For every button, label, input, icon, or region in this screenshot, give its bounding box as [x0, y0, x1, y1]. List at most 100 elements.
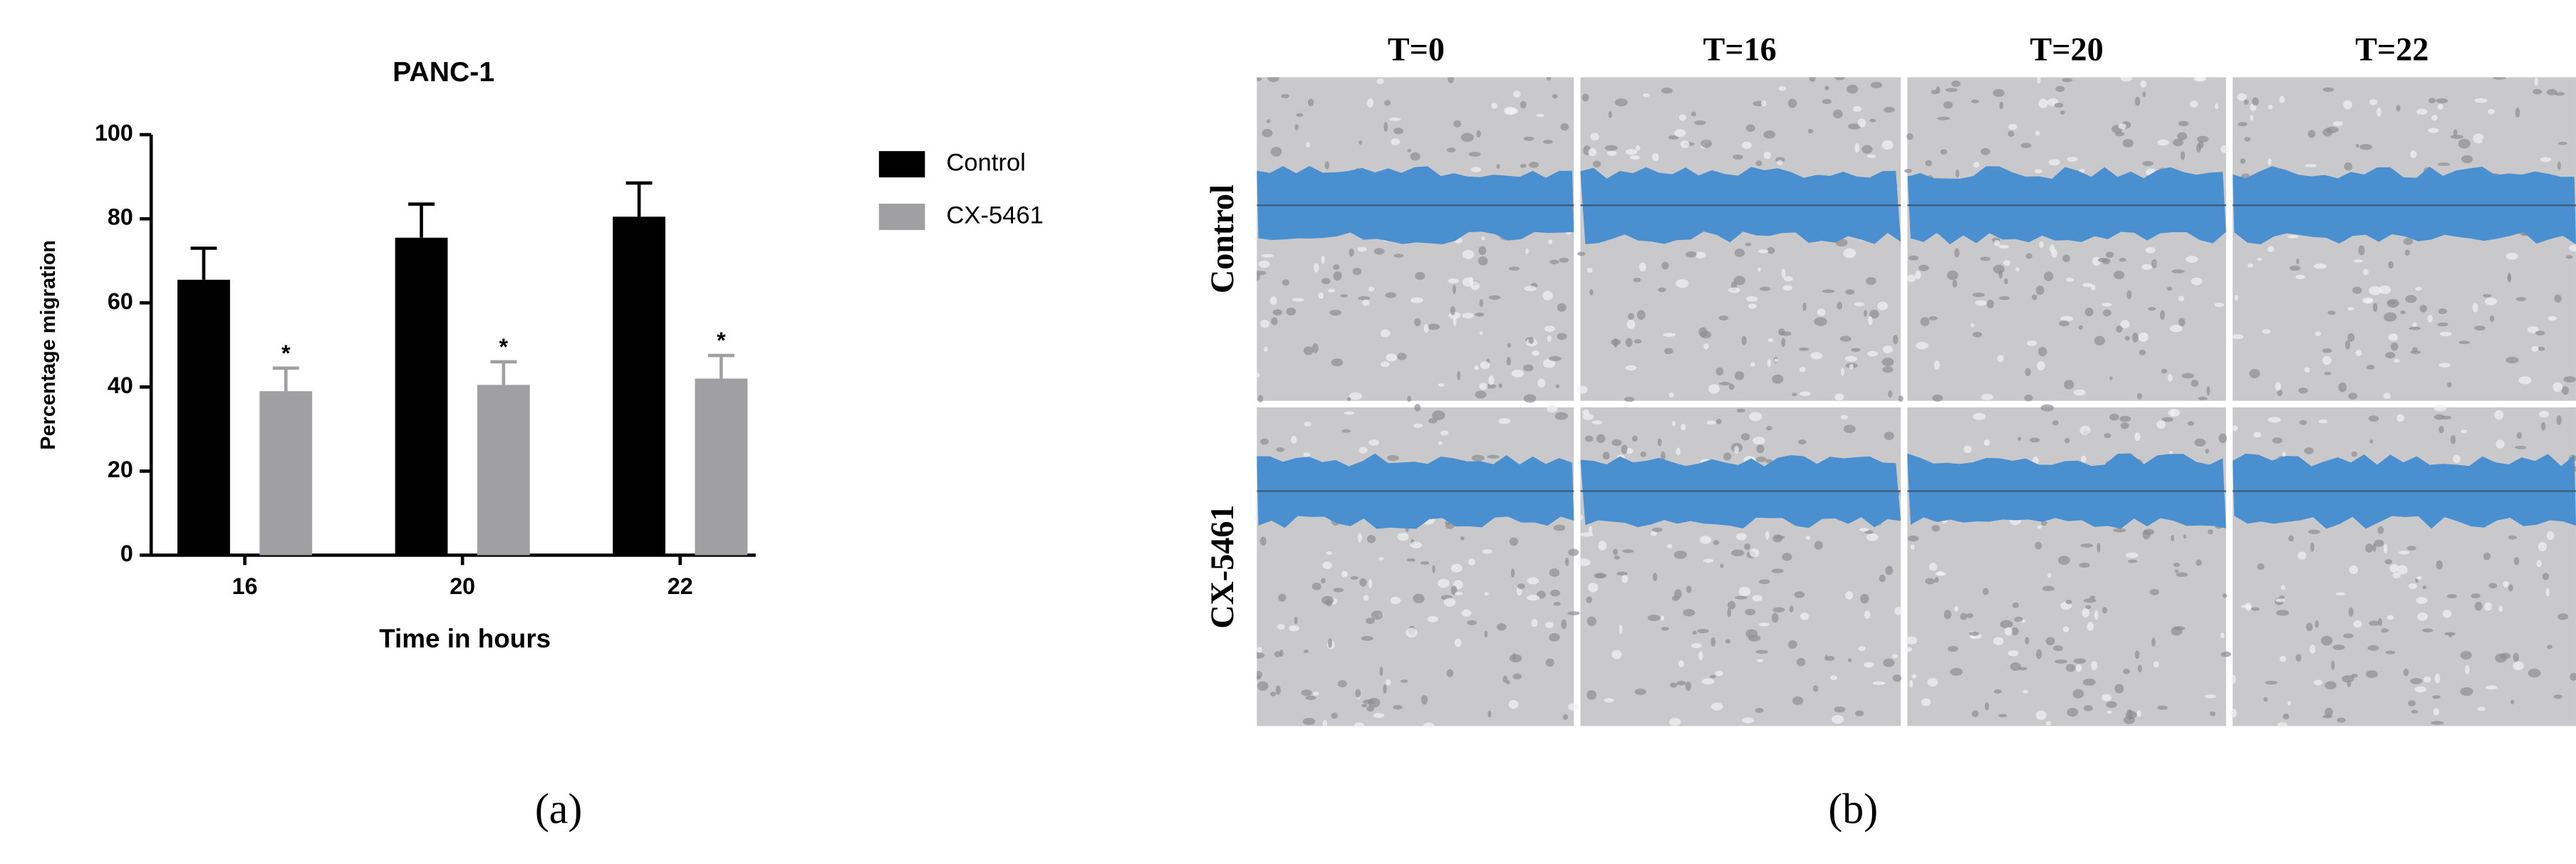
- cell-texture: [1276, 447, 1284, 452]
- cell-texture: [1337, 680, 1347, 688]
- cell-texture: [1715, 367, 1724, 376]
- cell-texture: [2368, 415, 2379, 422]
- cell-texture: [1826, 655, 1835, 661]
- cell-texture: [2011, 627, 2019, 636]
- cell-texture: [2453, 129, 2458, 136]
- cell-texture: [1998, 714, 2008, 718]
- cell-texture: [1294, 124, 1299, 131]
- cell-texture: [1782, 553, 1792, 561]
- cell-texture: [2318, 419, 2328, 424]
- cell-texture: [1475, 390, 1487, 399]
- cell-texture: [2220, 145, 2230, 153]
- cell-texture: [2079, 425, 2091, 435]
- cell-texture: [1344, 411, 1355, 415]
- cell-texture: [2498, 605, 2503, 613]
- cell-texture: [2366, 365, 2375, 370]
- cell-texture: [1864, 610, 1871, 619]
- cell-texture: [1260, 536, 1267, 546]
- cell-texture: [1290, 435, 1297, 444]
- cell-texture: [1894, 606, 1903, 615]
- cell-texture: [1847, 658, 1852, 662]
- cell-texture: [2004, 627, 2012, 636]
- cell-texture: [1302, 717, 1316, 725]
- cell-texture: [1531, 618, 1538, 628]
- cell-texture: [2369, 620, 2379, 626]
- cell-texture: [2178, 120, 2189, 127]
- cell-texture: [2174, 569, 2179, 573]
- cell-texture: [1257, 373, 1260, 378]
- cell-texture: [1906, 133, 1913, 140]
- cell-texture: [2085, 605, 2092, 610]
- cell-texture: [2196, 135, 2209, 143]
- cell-texture: [1694, 120, 1706, 125]
- cell-texture: [2515, 445, 2527, 449]
- cell-texture: [1491, 103, 1497, 109]
- cell-texture: [1858, 645, 1866, 652]
- cell-texture: [1749, 548, 1760, 558]
- legend-label: CX-5461: [946, 202, 1043, 229]
- cell-texture: [2363, 269, 2369, 276]
- cell-texture: [1474, 365, 1480, 370]
- cell-texture: [1993, 89, 2005, 98]
- cell-texture: [2161, 417, 2174, 422]
- cell-texture: [2335, 592, 2346, 596]
- cell-texture: [2513, 557, 2520, 566]
- cell-texture: [2444, 632, 2456, 636]
- cell-texture: [2500, 652, 2511, 660]
- cell-texture: [1860, 593, 1869, 604]
- cell-texture: [1843, 425, 1856, 434]
- cell-texture: [1640, 451, 1646, 457]
- cell-texture: [2408, 699, 2416, 707]
- cell-texture: [1562, 714, 1569, 720]
- cell-texture: [1700, 536, 1712, 544]
- cell-texture: [2171, 409, 2175, 417]
- cell-texture: [2554, 294, 2562, 303]
- cell-texture: [1642, 93, 1650, 98]
- cell-texture: [1454, 638, 1462, 647]
- cell-texture: [1525, 248, 1529, 254]
- cell-texture: [2022, 689, 2029, 694]
- cell-texture: [1731, 549, 1745, 557]
- cell-texture: [1321, 255, 1325, 264]
- cell-texture: [1906, 274, 1916, 283]
- cell-texture: [1678, 660, 1685, 667]
- cell-texture: [1866, 154, 1876, 158]
- cell-texture: [2565, 255, 2573, 259]
- cell-texture: [2114, 131, 2124, 137]
- cell-texture: [2387, 301, 2396, 305]
- cell-texture: [1488, 375, 1495, 385]
- cell-texture: [1586, 267, 1593, 273]
- cell-texture: [2315, 620, 2319, 628]
- cell-texture: [2214, 103, 2218, 110]
- cell-texture: [2450, 434, 2456, 444]
- cell-texture: [2553, 694, 2562, 699]
- cell-texture: [2139, 349, 2146, 355]
- cell-texture: [1269, 296, 1277, 306]
- x-tick-label: 16: [232, 573, 258, 599]
- legend-swatch: [878, 203, 925, 230]
- cell-texture: [1845, 591, 1854, 600]
- cell-texture: [1596, 434, 1606, 443]
- cell-texture: [1484, 630, 1488, 637]
- cell-texture: [1423, 722, 1435, 728]
- cell-texture: [1970, 323, 1975, 328]
- cell-texture: [1734, 371, 1745, 380]
- cell-texture: [2483, 552, 2491, 561]
- cell-texture: [2174, 626, 2186, 630]
- cell-texture: [1720, 563, 1724, 568]
- cell-texture: [1614, 98, 1628, 107]
- cell-texture: [2147, 307, 2156, 311]
- cell-texture: [2353, 620, 2362, 628]
- cell-texture: [1272, 309, 1283, 316]
- cell-texture: [2384, 312, 2397, 322]
- cell-texture: [2527, 326, 2539, 333]
- cell-texture: [1625, 338, 1633, 348]
- cell-texture: [1755, 650, 1768, 654]
- cell-texture: [1326, 551, 1332, 556]
- cell-texture: [1507, 343, 1511, 348]
- cell-texture: [1955, 169, 1960, 178]
- cell-texture: [1792, 392, 1797, 397]
- cell-texture: [1553, 602, 1561, 606]
- cell-texture: [2275, 382, 2281, 391]
